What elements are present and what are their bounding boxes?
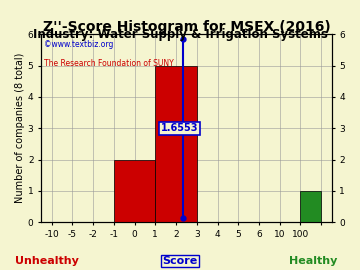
Text: ©www.textbiz.org: ©www.textbiz.org [44, 40, 113, 49]
Bar [301, 191, 321, 222]
Bar [114, 160, 155, 222]
Bar [155, 66, 197, 222]
Y-axis label: Number of companies (8 total): Number of companies (8 total) [15, 53, 25, 204]
Text: Unhealthy: Unhealthy [15, 256, 79, 266]
Text: Industry: Water Supply & Irrigation Systems: Industry: Water Supply & Irrigation Syst… [32, 28, 328, 41]
Text: Score: Score [162, 256, 198, 266]
Title: Z''-Score Histogram for MSEX (2016): Z''-Score Histogram for MSEX (2016) [42, 21, 330, 34]
Text: The Research Foundation of SUNY: The Research Foundation of SUNY [44, 59, 174, 68]
Text: Healthy: Healthy [289, 256, 337, 266]
Text: 1.6553: 1.6553 [161, 123, 198, 133]
